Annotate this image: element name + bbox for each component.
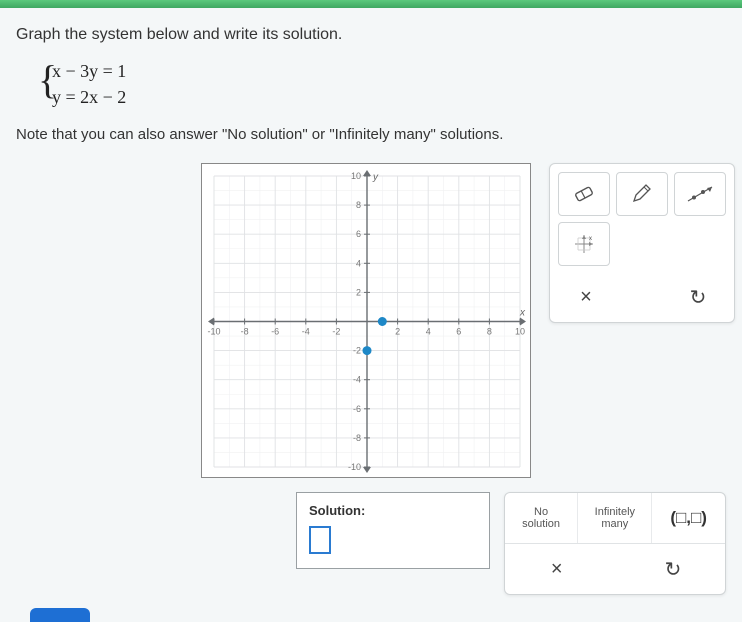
no-solution-line1: No bbox=[522, 506, 560, 519]
svg-text:4: 4 bbox=[426, 327, 431, 337]
svg-text:8: 8 bbox=[356, 200, 361, 210]
svg-text:-6: -6 bbox=[271, 327, 279, 337]
prompt-text: Graph the system below and write its sol… bbox=[16, 26, 726, 44]
answer-reset-button[interactable]: ↺ bbox=[651, 552, 695, 586]
inf-line2: many bbox=[595, 518, 635, 531]
svg-text:2: 2 bbox=[395, 327, 400, 337]
svg-text:6: 6 bbox=[456, 327, 461, 337]
bottom-tab[interactable] bbox=[30, 608, 90, 622]
svg-text:2: 2 bbox=[356, 288, 361, 298]
svg-text:-10: -10 bbox=[207, 327, 220, 337]
brace-icon: { bbox=[38, 56, 57, 104]
svg-text:x: x bbox=[519, 308, 526, 319]
svg-text:-2: -2 bbox=[353, 346, 361, 356]
no-solution-button[interactable]: No solution bbox=[505, 493, 579, 543]
reset-button[interactable]: ↺ bbox=[676, 280, 720, 314]
graph-canvas[interactable]: -10 -8 -6 -4 -2 2 4 6 8 10 -10 -8 -6 -4 -2 2 4 6 8 10 x y bbox=[201, 163, 531, 478]
svg-text:x: x bbox=[589, 236, 592, 242]
line-tool[interactable] bbox=[674, 172, 726, 216]
svg-text:-8: -8 bbox=[353, 433, 361, 443]
svg-text:6: 6 bbox=[356, 229, 361, 239]
no-solution-line2: solution bbox=[522, 518, 560, 531]
close-button[interactable]: × bbox=[564, 280, 608, 314]
solution-box: Solution: bbox=[296, 492, 490, 569]
solution-label: Solution: bbox=[309, 503, 477, 518]
svg-text:8: 8 bbox=[487, 327, 492, 337]
svg-text:-6: -6 bbox=[353, 404, 361, 414]
pencil-tool[interactable] bbox=[616, 172, 668, 216]
note-text: Note that you can also answer "No soluti… bbox=[16, 126, 726, 143]
infinitely-many-button[interactable]: Infinitely many bbox=[578, 493, 652, 543]
ordered-pair-button[interactable]: (□,□) bbox=[652, 493, 725, 543]
inf-line1: Infinitely bbox=[595, 506, 635, 519]
svg-text:-2: -2 bbox=[332, 327, 340, 337]
point-pick-tool[interactable]: x bbox=[558, 222, 610, 266]
svg-text:10: 10 bbox=[351, 171, 361, 181]
tuple-template: (□,□) bbox=[670, 508, 707, 528]
answer-panel: No solution Infinitely many (□,□) × ↺ bbox=[504, 492, 726, 595]
solution-input[interactable] bbox=[309, 526, 331, 554]
svg-text:4: 4 bbox=[356, 258, 361, 268]
answer-close-button[interactable]: × bbox=[535, 552, 579, 586]
eraser-tool[interactable] bbox=[558, 172, 610, 216]
equation-2: y = 2x − 2 bbox=[52, 84, 726, 110]
svg-text:-8: -8 bbox=[241, 327, 249, 337]
system-of-equations: { x − 3y = 1 y = 2x − 2 bbox=[52, 58, 726, 110]
svg-text:-4: -4 bbox=[302, 327, 310, 337]
svg-text:-10: -10 bbox=[348, 462, 361, 472]
svg-text:y: y bbox=[372, 172, 379, 183]
svg-text:-4: -4 bbox=[353, 375, 361, 385]
equation-1: x − 3y = 1 bbox=[52, 58, 726, 84]
svg-text:10: 10 bbox=[515, 327, 525, 337]
drawing-toolbox: x × ↺ bbox=[549, 163, 735, 323]
